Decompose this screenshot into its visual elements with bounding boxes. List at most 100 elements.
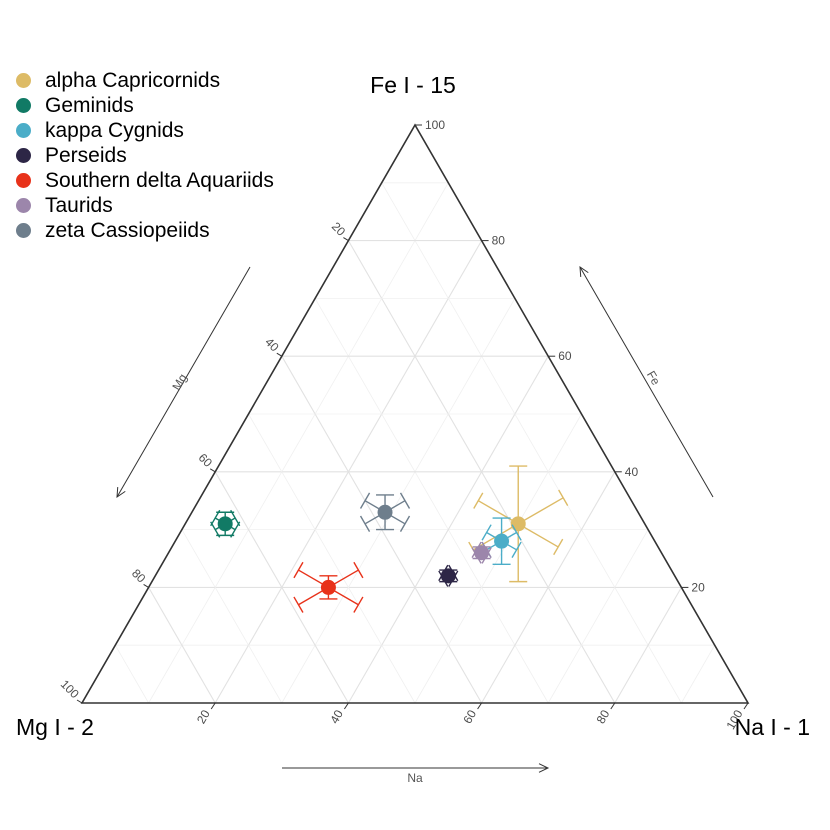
series-geminids [210,509,241,538]
grid-line-na [148,182,449,704]
tick-label-mg: 60 [196,451,216,471]
error-cap-mg [293,596,304,613]
legend-item: kappa Cygnids [16,118,274,143]
tick-label-mg: 80 [129,566,149,586]
grid-line-na [481,471,616,704]
tick-label-mg: 40 [262,335,282,355]
axis-label-na: Na [407,771,423,785]
grid-line-mg [314,298,549,704]
data-point [440,568,456,584]
tick-mg [276,352,283,357]
axis-arrow-fe [579,266,714,498]
legend-label: Geminids [45,93,134,117]
error-cap-na [473,492,484,509]
grid-line-na [281,298,516,704]
tick-mg [76,699,83,704]
tick-label-fe: 80 [492,234,506,248]
data-point [494,533,510,549]
error-cap-mg [511,524,522,541]
legend-label: Taurids [45,193,113,217]
legend-swatch [16,198,31,213]
axis-arrow-na-head [538,763,550,773]
tick-na [743,702,749,710]
point-layer [210,465,569,613]
axis-label-fe: Fe [644,368,663,387]
tick-mg [343,237,349,242]
error-cap-na [293,561,304,579]
data-point [377,504,393,520]
error-cap-na [353,596,364,613]
legend-label: Perseids [45,143,127,167]
tick-na [343,702,349,710]
tick-mg [209,468,216,473]
legend-item: alpha Capricornids [16,68,274,93]
axis-arrow-fe-head [579,266,589,278]
legend-swatch [16,148,31,163]
legend-label: zeta Cassiopeiids [45,218,210,242]
grid-line-mg [181,529,283,704]
triangle-outline [80,123,750,704]
legend-swatch [16,73,31,88]
error-cap-na [553,538,564,556]
grid-line-na [681,645,716,704]
series-taurids [471,541,492,564]
error-cap-na [511,541,522,558]
legend-item: Geminids [16,93,274,118]
series-alpha-capricornids [468,465,569,583]
series-perseids [438,564,459,587]
legend-swatch [16,98,31,113]
error-cap-na [399,515,411,532]
axis-label-mg: Mg [169,371,189,392]
error-cap-mg [353,561,364,579]
tick-label-fe: 60 [558,349,572,363]
series-zeta-cassiopeiids [359,492,411,532]
legend-item: Perseids [16,143,274,168]
tick-na [610,702,616,710]
error-cap-mg [399,492,411,509]
legend-item: Taurids [16,193,274,218]
error-cap-na [230,521,241,538]
grid-line-mg [148,587,216,704]
error-cap-na [210,509,221,527]
grid-line-mg [381,182,682,704]
data-point [510,516,526,532]
data-point [320,579,336,595]
tick-label-na: 20 [194,707,213,726]
grid-line-na [414,413,582,704]
grid-line-na [547,529,649,704]
grid-line-mg [114,645,149,704]
error-cap-mg [359,515,371,532]
data-point [217,516,233,532]
legend-swatch [16,123,31,138]
axis-arrow-mg [116,266,251,498]
grid-line-mg [248,413,416,704]
legend-item: Southern delta Aquariids [16,168,274,193]
legend-label: Southern delta Aquariids [45,168,274,192]
tick-label-na: 60 [460,707,479,726]
axis-arrow-mg-head [116,486,126,498]
data-point [474,545,490,561]
corner-label-fe: Fe I - 15 [370,72,456,98]
legend-swatch [16,223,31,238]
axis-arrow-layer [116,266,714,773]
tick-label-fe: 100 [425,118,445,132]
corner-label-na: Na I - 1 [735,714,810,740]
tick-label-fe: 20 [691,580,705,594]
corner-label-mg: Mg I - 2 [16,714,94,740]
error-cap-na [481,524,492,541]
tick-label-mg: 20 [329,219,349,239]
tick-na [477,702,483,710]
grid-line-na [614,587,682,704]
grid-line-mg [214,471,349,704]
tick-label-fe: 40 [625,465,639,479]
error-cap-na [359,492,371,509]
series-kappa-cygnids [481,517,522,565]
legend-label: kappa Cygnids [45,118,184,142]
legend-item: zeta Cassiopeiids [16,218,274,243]
tick-mg [143,583,149,588]
tick-na [210,702,216,710]
grid-layer [114,182,716,704]
error-cap-mg [558,489,569,506]
legend-label: alpha Capricornids [45,68,221,92]
